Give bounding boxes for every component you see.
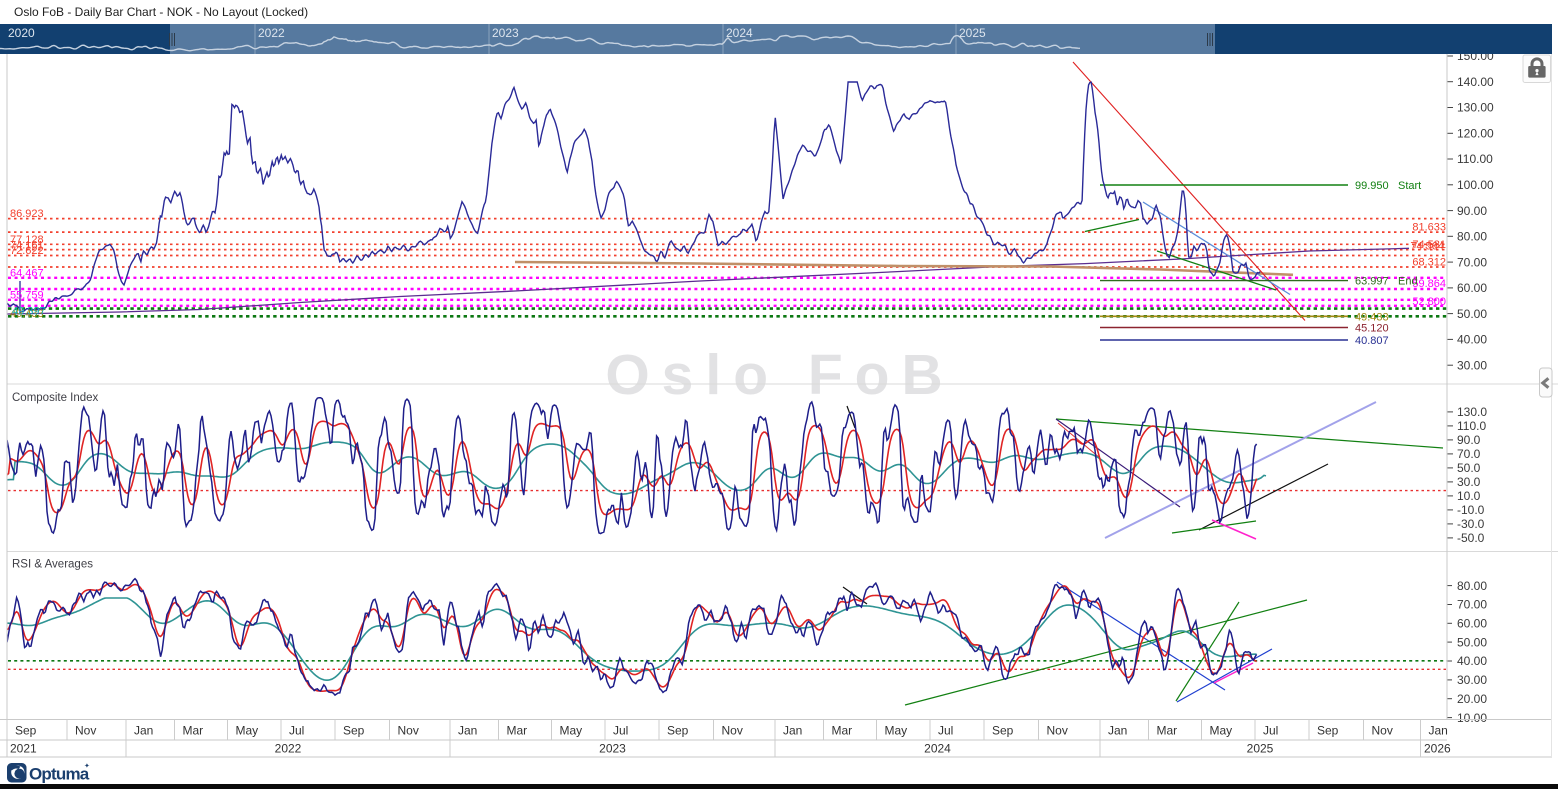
svg-text:Mar: Mar xyxy=(183,724,204,738)
svg-text:74.161: 74.161 xyxy=(10,239,44,251)
svg-text:70.00: 70.00 xyxy=(1457,598,1487,612)
svg-text:Optuma: Optuma xyxy=(29,765,90,784)
svg-text:140.00: 140.00 xyxy=(1457,75,1494,89)
svg-text:2023: 2023 xyxy=(492,26,519,40)
svg-text:60.00: 60.00 xyxy=(1457,617,1487,631)
svg-text:Jul: Jul xyxy=(938,724,953,738)
svg-text:Jul: Jul xyxy=(289,724,304,738)
svg-text:49.433: 49.433 xyxy=(10,308,44,320)
svg-text:72.622: 72.622 xyxy=(10,245,44,257)
svg-text:Sep: Sep xyxy=(992,724,1014,738)
svg-text:52.800: 52.800 xyxy=(1412,296,1446,308)
svg-text:2022: 2022 xyxy=(258,26,285,40)
svg-text:59.864: 59.864 xyxy=(1412,278,1446,290)
svg-text:49.433: 49.433 xyxy=(1355,311,1389,323)
svg-text:74.564: 74.564 xyxy=(1410,241,1444,253)
svg-text:RSI & Averages: RSI & Averages xyxy=(12,559,93,571)
svg-text:2024: 2024 xyxy=(726,26,753,40)
svg-text:55.759: 55.759 xyxy=(10,289,44,301)
svg-text:30.0: 30.0 xyxy=(1457,475,1481,489)
svg-text:Nov: Nov xyxy=(1047,724,1068,738)
svg-text:Sep: Sep xyxy=(1317,724,1339,738)
svg-text:2020: 2020 xyxy=(8,26,35,40)
svg-text:Jan: Jan xyxy=(783,724,802,738)
svg-text:63.997: 63.997 xyxy=(1355,276,1389,288)
svg-text:50.0: 50.0 xyxy=(1457,461,1481,475)
svg-text:May: May xyxy=(1210,724,1233,738)
svg-text:50.00: 50.00 xyxy=(1457,635,1487,649)
svg-text:Start: Start xyxy=(1398,180,1421,192)
svg-text:Jan: Jan xyxy=(134,724,153,738)
svg-text:90.0: 90.0 xyxy=(1457,433,1481,447)
svg-text:80.00: 80.00 xyxy=(1457,579,1487,593)
svg-text:Jan: Jan xyxy=(458,724,477,738)
svg-text:30.00: 30.00 xyxy=(1457,673,1487,687)
svg-text:10.00: 10.00 xyxy=(1457,711,1487,725)
svg-text:70.0: 70.0 xyxy=(1457,447,1481,461)
svg-text:77.128: 77.128 xyxy=(10,234,44,246)
svg-text:120.00: 120.00 xyxy=(1457,127,1494,141)
svg-text:2021: 2021 xyxy=(10,742,37,756)
svg-text:110.0: 110.0 xyxy=(1457,419,1486,433)
svg-text:Jul: Jul xyxy=(1263,724,1278,738)
svg-text:86.923: 86.923 xyxy=(10,208,44,220)
svg-text:2025: 2025 xyxy=(959,26,986,40)
svg-text:Sep: Sep xyxy=(343,724,365,738)
svg-text:2026: 2026 xyxy=(1424,742,1451,756)
svg-text:Nov: Nov xyxy=(722,724,743,738)
svg-text:Mar: Mar xyxy=(832,724,853,738)
svg-text:40.807: 40.807 xyxy=(1355,335,1389,347)
svg-text:110.00: 110.00 xyxy=(1457,152,1493,166)
svg-text:20.00: 20.00 xyxy=(1457,692,1487,706)
svg-text:Nov: Nov xyxy=(398,724,419,738)
svg-text:Jan: Jan xyxy=(1429,724,1448,738)
svg-text:2023: 2023 xyxy=(599,742,626,756)
svg-text:64.467: 64.467 xyxy=(10,267,44,279)
svg-text:-50.0: -50.0 xyxy=(1457,531,1485,545)
svg-text:2022: 2022 xyxy=(275,742,302,756)
svg-text:60.00: 60.00 xyxy=(1457,281,1487,295)
svg-text:130.00: 130.00 xyxy=(1457,101,1494,115)
svg-text:45.120: 45.120 xyxy=(1355,323,1389,335)
svg-text:May: May xyxy=(236,724,259,738)
svg-text:Jul: Jul xyxy=(613,724,628,738)
svg-text:Oslo FoB: Oslo FoB xyxy=(605,343,954,407)
svg-text:10.0: 10.0 xyxy=(1457,489,1481,503)
svg-text:Oslo FoB - Daily Bar Chart - N: Oslo FoB - Daily Bar Chart - NOK - No La… xyxy=(14,5,308,19)
svg-text:100.00: 100.00 xyxy=(1457,178,1494,192)
svg-text:Sep: Sep xyxy=(667,724,689,738)
svg-text:Jan: Jan xyxy=(1108,724,1127,738)
svg-text:2024: 2024 xyxy=(924,742,951,756)
svg-text:Sep: Sep xyxy=(15,724,37,738)
svg-text:Composite Index: Composite Index xyxy=(12,392,99,404)
svg-text:49.397: 49.397 xyxy=(12,306,46,318)
svg-text:50.00: 50.00 xyxy=(1457,307,1487,321)
svg-text:2025: 2025 xyxy=(1247,742,1274,756)
svg-text:90.00: 90.00 xyxy=(1457,204,1487,218)
svg-text:-10.0: -10.0 xyxy=(1457,503,1485,517)
svg-text:-30.0: -30.0 xyxy=(1457,517,1485,531)
svg-text:40.00: 40.00 xyxy=(1457,333,1487,347)
svg-text:End: End xyxy=(1398,276,1418,288)
svg-text:Mar: Mar xyxy=(507,724,528,738)
svg-text:74.581: 74.581 xyxy=(1412,239,1446,251)
svg-text:May: May xyxy=(885,724,908,738)
svg-text:✦: ✦ xyxy=(84,762,90,770)
svg-text:Mar: Mar xyxy=(1157,724,1178,738)
svg-text:Nov: Nov xyxy=(75,724,96,738)
svg-text:40.00: 40.00 xyxy=(1457,654,1487,668)
svg-text:130.0: 130.0 xyxy=(1457,405,1487,419)
svg-text:30.00: 30.00 xyxy=(1457,358,1487,372)
svg-text:68.312: 68.312 xyxy=(1412,256,1446,268)
svg-text:70.00: 70.00 xyxy=(1457,255,1487,269)
svg-text:99.950: 99.950 xyxy=(1355,180,1389,192)
svg-text:81.633: 81.633 xyxy=(1412,222,1446,234)
svg-text:80.00: 80.00 xyxy=(1457,230,1487,244)
svg-text:May: May xyxy=(560,724,583,738)
svg-text:Nov: Nov xyxy=(1372,724,1393,738)
